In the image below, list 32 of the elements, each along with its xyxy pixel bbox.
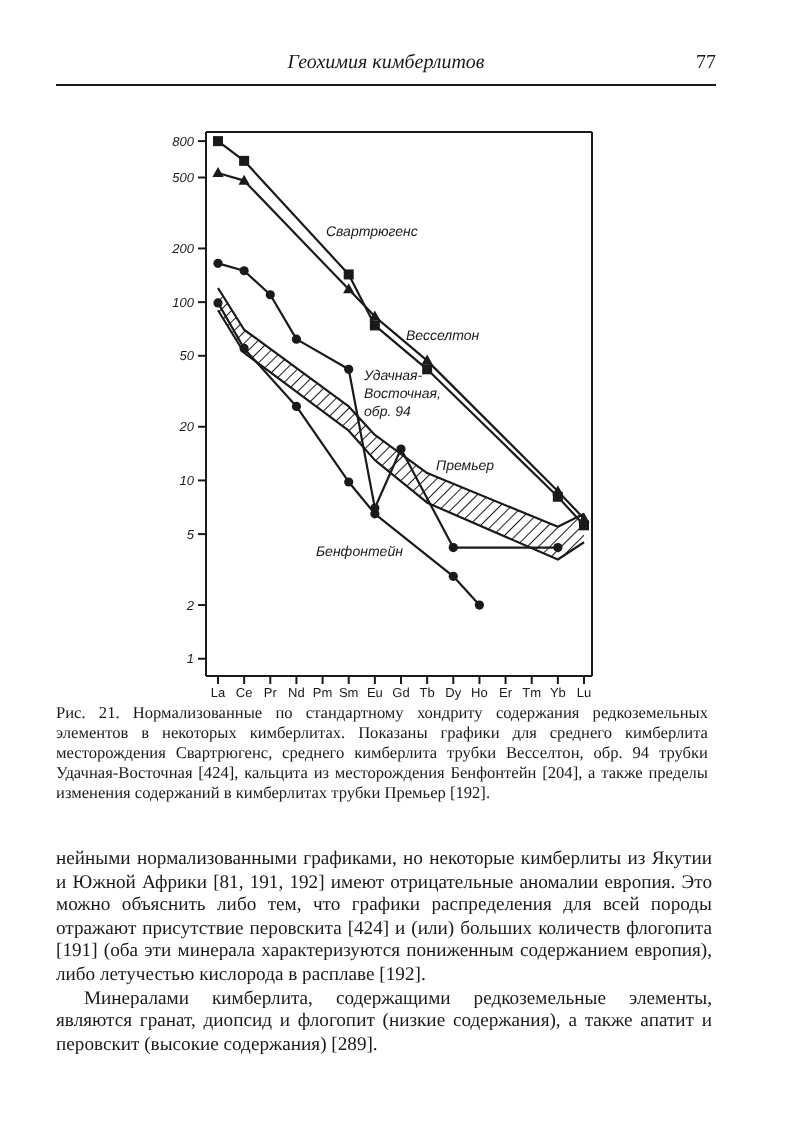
point: [213, 298, 223, 308]
point: [553, 543, 563, 553]
point: [422, 364, 433, 375]
point: [343, 269, 354, 280]
point: [239, 343, 249, 354]
point: [344, 477, 354, 487]
point: [213, 258, 223, 268]
point: [291, 334, 302, 344]
text: Геохимия кимберлитов: [287, 52, 485, 74]
point: [578, 512, 590, 523]
text: Рис. 21. Нормализованные по стандартному хондриту содержания редкоземельных элементов в некоторых кимберлитах. Показаны графики для среднего кимберлита месторождения Свартрюгенс, среднего кимберлита трубки Весселтон, обр. 94 трубки Удачная-Восточная [424], кальцита из месторождения Бенфонтейн [204], а также пределы изменения содержаний в кимберлитах трубки Премьер [192].: [56, 704, 708, 804]
text: Минералами кимберлита, содержащими редкоземельные элементы, являются гранат, диопсид и флогопит (низкие содержания), а также апатит и перовскит (высокие содержания) [289].: [56, 987, 712, 1057]
point: [448, 543, 458, 553]
point: [344, 364, 354, 374]
text: 77: [696, 52, 716, 74]
point: [396, 444, 406, 454]
point: [238, 174, 250, 185]
point: [370, 509, 380, 519]
point: [369, 310, 381, 321]
point: [212, 167, 224, 177]
point: [213, 136, 223, 147]
text: нейными нормализованными графиками, но некоторые кимберлиты из Якутии и Южной Африки [81, 191, 192] имеют отрицательные аномалии европия. Это можно объяснить либо тем, что графики распределения для всей породы отражают присутствие перовскита [424] и (или) больших количеств флогопита [191] (оба эти минерала характеризуются пониженным содержанием европия), либо летучестью кислорода в расплаве [192].: [56, 848, 712, 988]
point: [369, 320, 380, 331]
point: [343, 283, 355, 294]
point: [448, 571, 458, 581]
point: [265, 290, 275, 300]
point: [291, 401, 302, 412]
point: [421, 354, 433, 365]
point: [239, 266, 249, 276]
point: [552, 485, 564, 496]
point: [474, 600, 485, 610]
point: [239, 155, 250, 166]
